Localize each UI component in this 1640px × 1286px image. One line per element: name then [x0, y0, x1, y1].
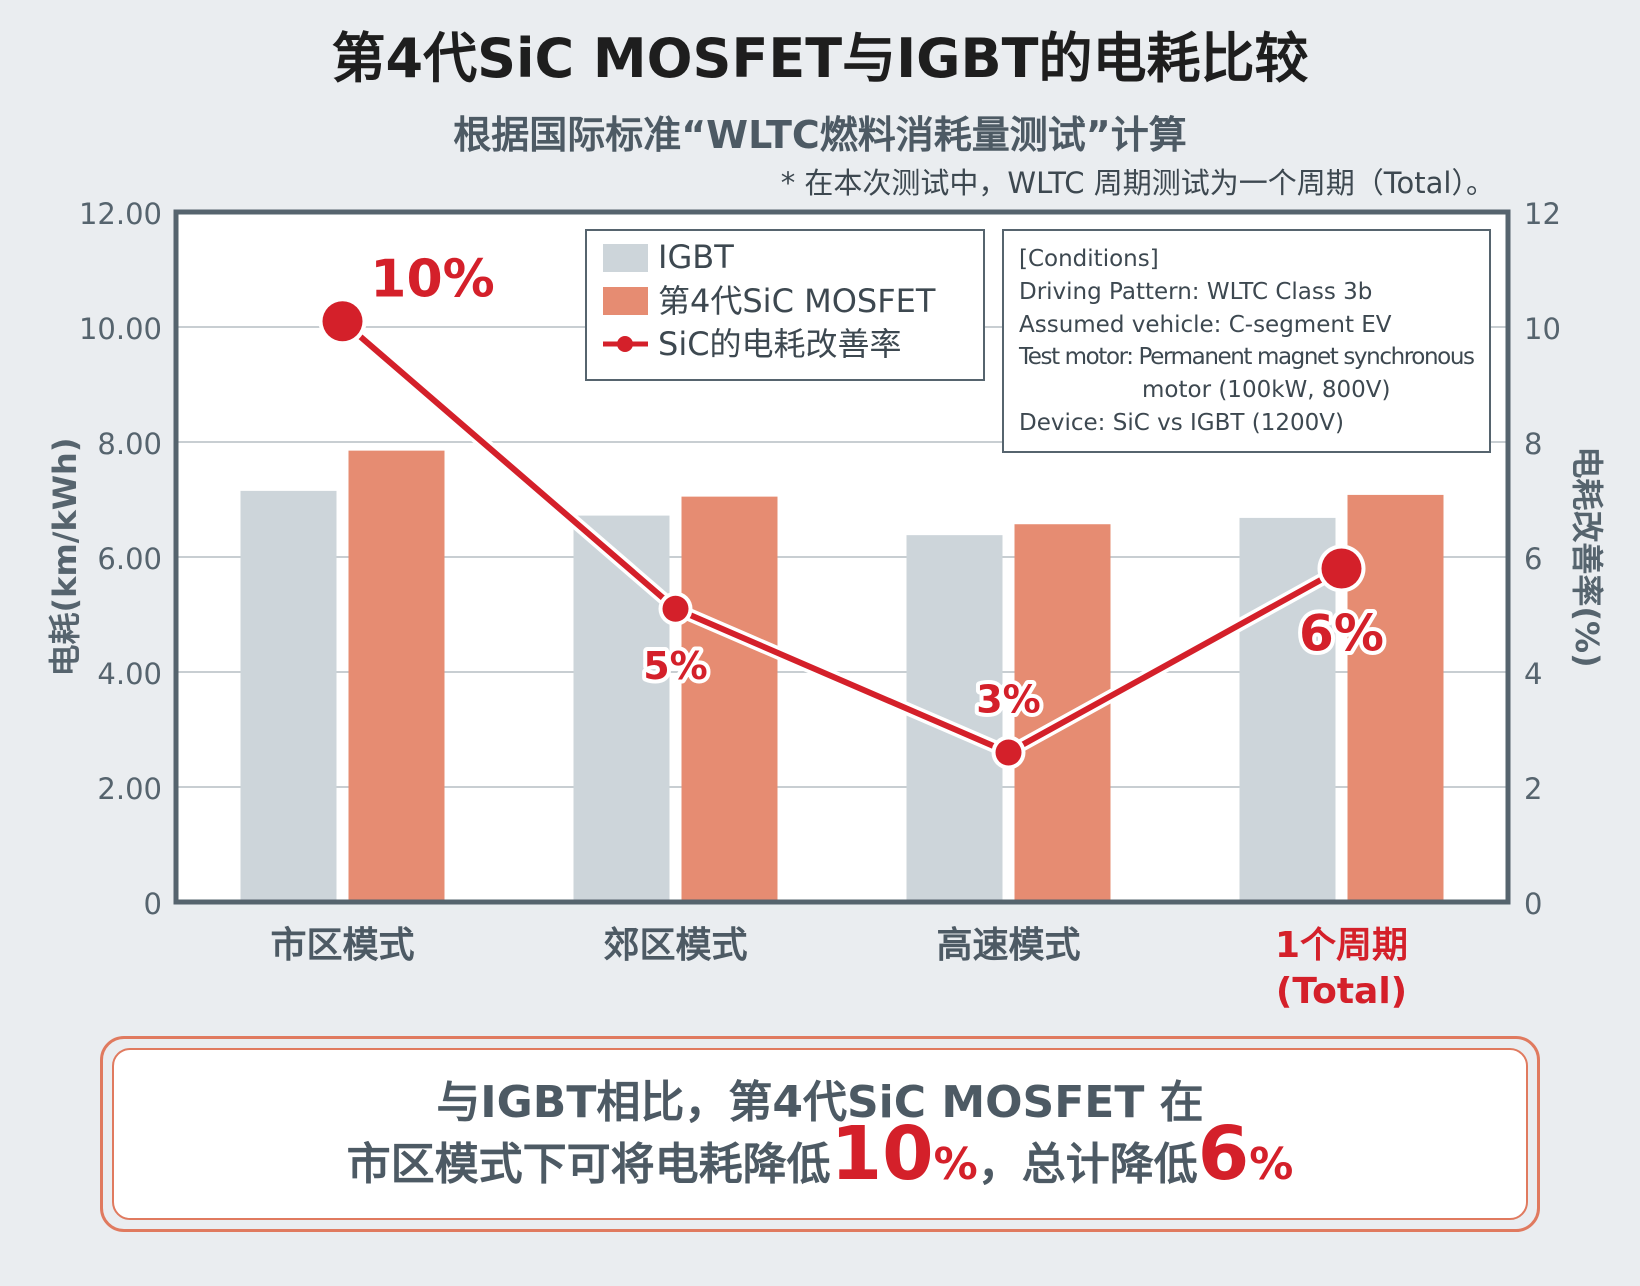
y-tick-label: 2.00 [97, 772, 162, 806]
conditions-line: Driving Pattern: WLTC Class 3b [1019, 279, 1372, 305]
summary-value-urban: 10 [830, 1111, 934, 1197]
conditions-line: motor (100kW, 800V) [1142, 377, 1391, 403]
improvement-line [340, 318, 1343, 756]
chart: 0 2.00 4.00 6.00 8.00 10.00 12.00 0 2 4 6 8 10 12 市区模式… [46, 197, 1606, 1012]
y2-tick-label: 12 [1524, 197, 1561, 231]
y2-tick-label: 4 [1524, 657, 1542, 691]
y-tick-label: 4.00 [97, 657, 162, 691]
x-category-label: 高速模式 [936, 925, 1080, 966]
summary-line1: 与IGBT相比，第4代SiC MOSFET 在 [436, 1077, 1204, 1128]
y2-tick-label: 0 [1524, 887, 1542, 921]
legend-box [585, 229, 985, 381]
y-axis-title: 电耗(km/kWh) [46, 438, 84, 677]
conditions-line: [Conditions] [1019, 246, 1159, 272]
x-category-label: (Total) [1276, 971, 1407, 1012]
bar-sic [1014, 524, 1111, 902]
conditions-line: Test motor: Permanent magnet synchronous [1018, 344, 1475, 370]
y2-axis-title: 电耗改善率(%) [1568, 446, 1606, 667]
legend-label-line: SiC的电耗改善率 [658, 325, 902, 363]
conditions-line: Device: SiC vs IGBT (1200V) [1019, 410, 1344, 436]
legend-swatch-igbt [603, 244, 648, 272]
y-tick-label: 0 [144, 887, 162, 921]
bar-igbt [573, 515, 670, 902]
bar-sic [681, 496, 778, 902]
bar-sic [348, 450, 445, 902]
y-tick-label: 6.00 [97, 542, 162, 576]
improvement-point [322, 301, 363, 342]
plot-frame [173, 209, 1511, 905]
conditions-box [1002, 229, 1491, 453]
data-label: 5% [643, 644, 708, 688]
conditions-line: Assumed vehicle: C-segment EV [1019, 312, 1392, 338]
legend-label-sic: 第4代SiC MOSFET [658, 282, 936, 320]
y2-tick-label: 10 [1524, 312, 1561, 346]
x-category-label: 郊区模式 [603, 925, 747, 966]
improvement-point [995, 739, 1022, 766]
x-category-label: 1个周期 [1275, 925, 1408, 966]
chart-title: 第4代SiC MOSFET与IGBT的电耗比较 [331, 27, 1309, 90]
y2-tick-label: 6 [1524, 542, 1542, 576]
data-label: 3% [976, 678, 1041, 722]
data-label: 6% [1299, 605, 1384, 663]
summary-value-total: 6 [1197, 1111, 1250, 1197]
summary-box: 与IGBT相比，第4代SiC MOSFET 在 市区模式下可将电耗降低10%，总… [100, 1036, 1540, 1232]
improvement-point [1321, 548, 1362, 589]
y2-tick-label: 2 [1524, 772, 1542, 806]
y-tick-label: 8.00 [97, 427, 162, 461]
y2-tick-label: 8 [1524, 427, 1542, 461]
footnote: * 在本次测试中，WLTC 周期测试为一个周期（Total）。 [780, 166, 1495, 200]
y-tick-label: 12.00 [79, 197, 162, 231]
summary-pct-total: % [1249, 1139, 1294, 1190]
x-category-label: 市区模式 [270, 925, 414, 966]
legend-swatch-point [617, 336, 633, 352]
summary-line2: 市区模式下可将电耗降低10%，总计降低6% [114, 1117, 1526, 1192]
bar-igbt [240, 490, 337, 902]
data-label: 10% [370, 249, 494, 309]
chart-subtitle: 根据国际标准“WLTC燃料消耗量测试”计算 [453, 113, 1187, 157]
summary-pct-urban: % [933, 1139, 978, 1190]
y-tick-label: 10.00 [79, 312, 162, 346]
legend-label-igbt: IGBT [658, 238, 734, 276]
legend-swatch-sic [603, 287, 648, 315]
summary-inner: 与IGBT相比，第4代SiC MOSFET 在 市区模式下可将电耗降低10%，总… [112, 1048, 1528, 1220]
summary-text-a: 市区模式下可将电耗降低 [346, 1139, 831, 1190]
summary-text-d: ，总计降低 [977, 1139, 1198, 1190]
improvement-point [662, 595, 689, 622]
